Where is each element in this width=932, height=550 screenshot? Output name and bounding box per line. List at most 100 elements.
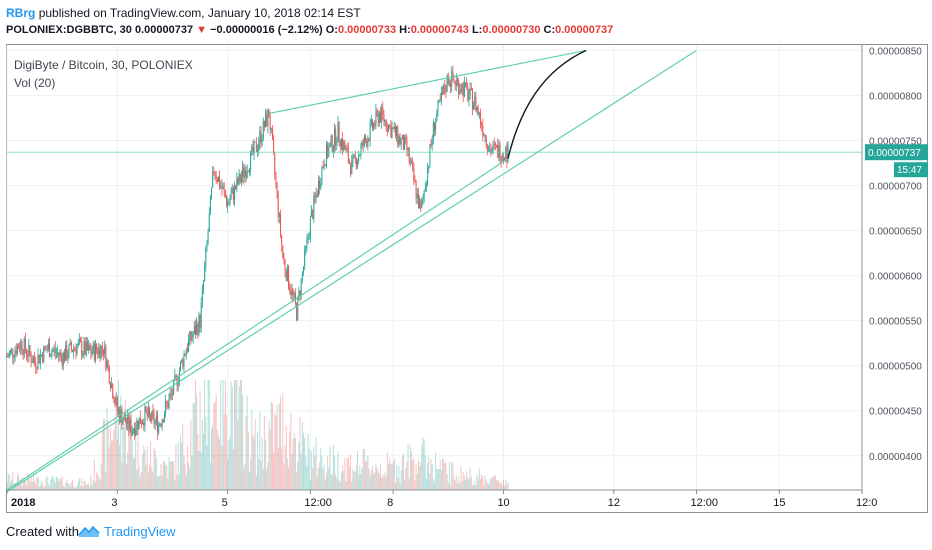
candle-body: [298, 291, 300, 297]
candle-body: [162, 419, 164, 423]
volume-bar: [315, 437, 317, 490]
volume-bar: [483, 485, 485, 490]
candle-body: [24, 338, 26, 351]
volume-bar: [231, 386, 233, 490]
candle-body: [408, 148, 410, 163]
candle-body: [445, 91, 447, 93]
candle-body: [121, 409, 123, 425]
candle-body: [469, 88, 471, 96]
volume-bar: [456, 483, 458, 490]
candle-body: [77, 342, 79, 346]
candle-body: [476, 107, 478, 111]
volume-bar: [359, 465, 361, 490]
candle-body: [86, 341, 88, 351]
chart-frame[interactable]: [6, 44, 928, 513]
candle-body: [500, 160, 502, 162]
candle-body: [196, 323, 198, 335]
candle-body: [273, 139, 275, 154]
tradingview-brand[interactable]: TradingView: [104, 524, 176, 539]
volume-bar: [465, 479, 467, 490]
volume-bar: [136, 470, 138, 490]
candle-body: [280, 213, 282, 236]
candle-body: [78, 339, 80, 343]
volume-bar: [59, 478, 61, 490]
candle-body: [489, 149, 491, 151]
candle-body: [211, 187, 213, 197]
candle-body: [8, 352, 10, 357]
trendlines[interactable]: [6, 49, 862, 493]
candle-body: [379, 112, 381, 122]
volume-bar: [405, 468, 407, 490]
volume-bar: [54, 482, 56, 490]
candle-body: [128, 415, 130, 430]
volume-bar: [377, 470, 379, 490]
candle-body: [491, 150, 493, 154]
volume-bar: [91, 484, 93, 490]
volume-bar: [397, 478, 399, 490]
candle-body: [492, 143, 494, 151]
candle-body: [136, 420, 138, 430]
volume-bar: [281, 448, 283, 490]
volume-bar: [63, 487, 65, 490]
volume-bar: [21, 485, 23, 490]
candle-body: [443, 85, 445, 95]
candle-body: [374, 123, 376, 126]
volume-bar: [37, 476, 39, 490]
candle-body: [208, 213, 210, 232]
candle-body: [151, 410, 153, 422]
candle-body: [269, 117, 271, 130]
volume-bar: [293, 433, 295, 490]
close-value: 0.00000737: [555, 24, 614, 36]
candle-body: [381, 107, 383, 122]
volume-bar: [84, 481, 86, 490]
candle-body: [143, 422, 145, 426]
countdown-value: 15:47: [897, 165, 922, 176]
author-name[interactable]: RBrg: [6, 6, 36, 20]
volume-bar: [92, 480, 94, 490]
y-tick-label: 0.00000800: [869, 91, 922, 102]
volume-bar: [486, 483, 488, 490]
x-tick-label: 2018: [11, 497, 35, 509]
volume-bar: [144, 449, 146, 490]
candle-body: [302, 266, 304, 273]
candle-body: [171, 393, 173, 395]
volume-bar: [289, 431, 291, 490]
candle-body: [260, 131, 262, 143]
candle-body: [39, 354, 41, 364]
candle-body: [201, 288, 203, 303]
volume-bar: [308, 449, 310, 490]
candle-body: [246, 171, 248, 178]
volume-bar: [268, 421, 270, 490]
candle-body: [142, 422, 144, 425]
candle-body: [84, 341, 86, 355]
volume-bar: [443, 459, 445, 490]
candle-body: [369, 123, 371, 141]
candle-body: [486, 145, 488, 152]
volume-bar: [332, 444, 334, 490]
down-arrow-icon: ▼: [196, 24, 208, 36]
candle-body: [216, 178, 218, 182]
volume-bar: [400, 470, 402, 490]
volume-bar: [242, 394, 244, 490]
volume-bar: [344, 458, 346, 490]
x-tick-label: 12: [608, 497, 620, 509]
candle-body: [275, 173, 277, 183]
volume-bar: [34, 480, 36, 490]
candle-body: [231, 187, 233, 194]
y-tick-label: 0.00000450: [869, 407, 922, 418]
volume-bar: [93, 459, 95, 490]
candle-body: [467, 87, 469, 101]
volume-bar: [381, 478, 383, 490]
candle-body: [257, 150, 259, 152]
candle-body: [159, 424, 161, 426]
volume-bar: [90, 474, 92, 490]
candle-body: [354, 154, 356, 158]
candle-body: [223, 187, 225, 191]
volume-bar: [309, 479, 311, 490]
candle-body: [321, 167, 323, 184]
candle-body: [140, 423, 142, 425]
candle-body: [137, 420, 139, 430]
volume-bar: [261, 437, 263, 490]
candle-body: [23, 338, 25, 356]
